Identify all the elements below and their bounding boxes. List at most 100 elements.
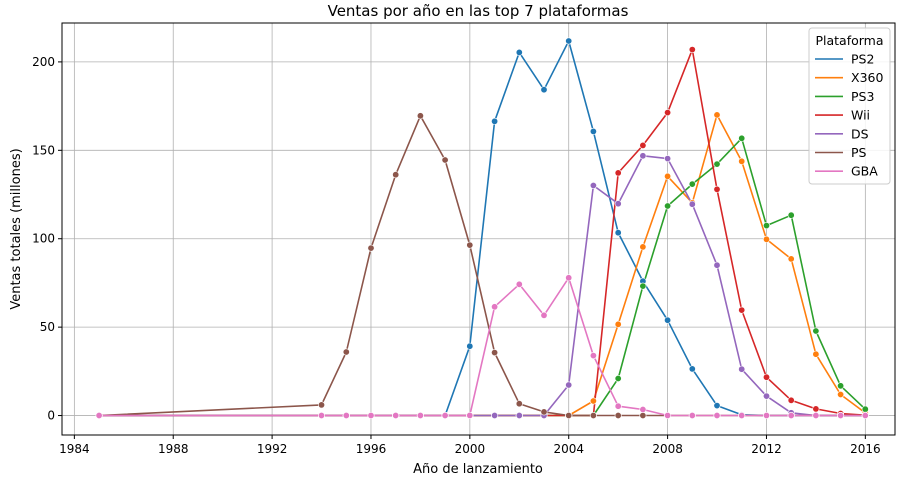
y-axis-label: Ventas totales (millones) <box>9 148 24 309</box>
data-point-ps3 <box>713 160 721 168</box>
legend-box <box>808 27 891 185</box>
x-tick-label: 1984 <box>59 442 90 456</box>
x-tick-label: 2004 <box>553 442 584 456</box>
y-axis: 0 50 100 150 200 <box>32 55 62 423</box>
data-point-ps3 <box>738 134 746 142</box>
data-point-ds <box>688 200 696 208</box>
data-point-ps <box>491 349 499 357</box>
data-point-ps2 <box>491 117 499 125</box>
data-point-ps3 <box>664 202 672 210</box>
data-point-gba <box>738 411 746 419</box>
data-point-ds <box>639 152 647 160</box>
legend-label-wii: Wii <box>851 108 870 123</box>
data-point-gba <box>342 411 350 419</box>
data-point-x360 <box>664 172 672 180</box>
data-point-ps3 <box>639 282 647 290</box>
legend-label-x360: X360 <box>851 70 883 85</box>
y-tick-label: 50 <box>40 320 55 334</box>
data-point-ps2 <box>589 127 597 135</box>
data-point-ps <box>367 244 375 252</box>
data-point-ds <box>762 392 770 400</box>
data-point-ps2 <box>713 402 721 410</box>
data-point-wii <box>688 46 696 54</box>
data-point-gba <box>861 411 869 419</box>
x-tick-label: 2016 <box>850 442 881 456</box>
data-point-ps2 <box>664 316 672 324</box>
x-tick-label: 2008 <box>652 442 683 456</box>
chart-title: Ventas por año en las top 7 plataformas <box>328 2 629 20</box>
data-point-wii <box>812 405 820 413</box>
data-point-x360 <box>837 390 845 398</box>
data-point-gba <box>540 311 548 319</box>
legend-entries: PS2 X360 PS3 Wii DS PS GBA <box>815 52 883 179</box>
data-point-ps3 <box>812 327 820 335</box>
y-tick-label: 0 <box>47 409 55 423</box>
data-point-ps <box>565 411 573 419</box>
data-point-x360 <box>713 111 721 119</box>
data-point-ps3 <box>762 222 770 230</box>
series-line-gba <box>99 276 866 417</box>
data-point-gba <box>367 411 375 419</box>
data-point-ps2 <box>614 229 622 237</box>
y-tick-label: 200 <box>32 55 55 69</box>
data-point-ps <box>589 411 597 419</box>
data-point-gba <box>515 280 523 288</box>
data-point-ds <box>713 261 721 269</box>
data-point-gba <box>614 402 622 410</box>
x-axis: 1984 1988 1992 1996 2000 2004 2008 2012 2016 <box>59 435 881 456</box>
data-point-gba <box>639 405 647 413</box>
data-point-x360 <box>614 320 622 328</box>
legend-label-ds: DS <box>851 126 869 141</box>
x-tick-label: 2000 <box>455 442 486 456</box>
data-point-x360 <box>787 255 795 263</box>
data-point-ds <box>565 381 573 389</box>
data-point-wii <box>614 169 622 177</box>
data-point-ps <box>392 171 400 179</box>
data-point-gba <box>416 411 424 419</box>
data-point-gba <box>317 411 325 419</box>
x-tick-label: 2012 <box>751 442 782 456</box>
data-point-ds <box>614 200 622 208</box>
data-point-gba <box>837 411 845 419</box>
legend-label-gba: GBA <box>851 164 878 179</box>
data-point-ps <box>466 241 474 249</box>
data-point-gba <box>589 352 597 360</box>
data-point-ps3 <box>837 382 845 390</box>
data-point-gba <box>688 411 696 419</box>
data-point-ds <box>738 365 746 373</box>
data-point-x360 <box>589 397 597 405</box>
data-point-ds <box>664 155 672 163</box>
data-point-ps <box>342 348 350 356</box>
data-point-x360 <box>762 235 770 243</box>
x-tick-label: 1992 <box>257 442 288 456</box>
data-point-ps3 <box>787 211 795 219</box>
data-point-gba <box>713 411 721 419</box>
data-point-gba <box>466 411 474 419</box>
data-point-gba <box>441 411 449 419</box>
data-point-ds <box>515 411 523 419</box>
legend-label-ps2: PS2 <box>851 52 874 67</box>
data-point-ps2 <box>466 342 474 350</box>
data-point-ps <box>441 156 449 164</box>
data-point-wii <box>738 306 746 314</box>
data-point-ps <box>317 401 325 409</box>
data-point-ps2 <box>540 86 548 94</box>
data-point-ps <box>515 400 523 408</box>
data-point-ps3 <box>688 180 696 188</box>
data-point-gba <box>664 411 672 419</box>
legend-title: Plataforma <box>815 33 883 48</box>
data-point-gba <box>95 411 103 419</box>
data-point-ps3 <box>614 374 622 382</box>
plot-frame <box>61 22 896 436</box>
data-point-ps <box>416 112 424 120</box>
data-point-wii <box>762 373 770 381</box>
y-tick-label: 100 <box>32 232 55 246</box>
data-point-gba <box>491 303 499 311</box>
data-point-ps <box>639 411 647 419</box>
data-point-wii <box>664 109 672 117</box>
data-point-ps <box>540 408 548 416</box>
legend-label-ps3: PS3 <box>851 89 874 104</box>
legend: Plataforma PS2 X360 PS3 Wii DS PS GBA <box>808 27 891 185</box>
